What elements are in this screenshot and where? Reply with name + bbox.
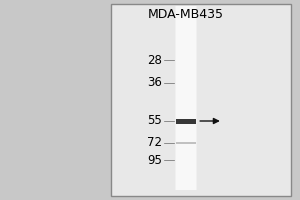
Text: 36: 36 <box>147 76 162 90</box>
Text: 95: 95 <box>147 154 162 166</box>
FancyBboxPatch shape <box>176 142 196 144</box>
Text: MDA-MB435: MDA-MB435 <box>148 8 224 21</box>
FancyBboxPatch shape <box>175 6 197 190</box>
Text: 28: 28 <box>147 53 162 66</box>
FancyBboxPatch shape <box>176 6 196 190</box>
FancyBboxPatch shape <box>111 4 291 196</box>
FancyBboxPatch shape <box>176 118 196 123</box>
Text: 55: 55 <box>147 114 162 128</box>
Text: 72: 72 <box>147 137 162 150</box>
